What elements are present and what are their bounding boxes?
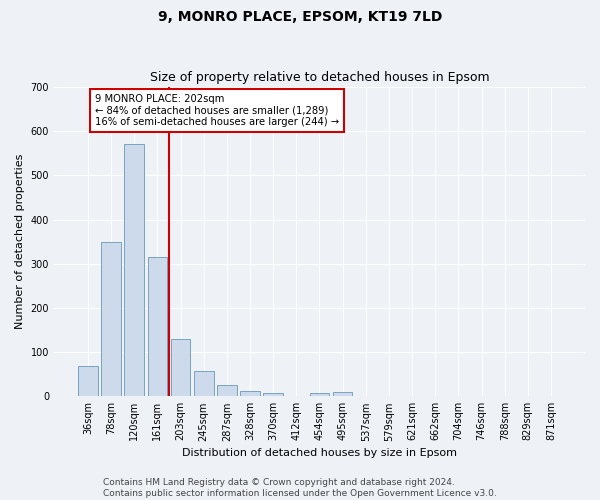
Bar [170,339,190,396]
Text: Contains HM Land Registry data © Crown copyright and database right 2024.
Contai: Contains HM Land Registry data © Crown c… [103,478,497,498]
Bar [310,393,329,396]
Bar [263,393,283,396]
Bar [148,257,167,396]
Title: Size of property relative to detached houses in Epsom: Size of property relative to detached ho… [149,72,489,85]
Y-axis label: Number of detached properties: Number of detached properties [15,154,25,330]
Bar [333,392,352,396]
Bar [194,371,214,396]
Bar [124,144,144,396]
X-axis label: Distribution of detached houses by size in Epsom: Distribution of detached houses by size … [182,448,457,458]
Bar [101,242,121,396]
Bar [240,390,260,396]
Bar [217,386,236,396]
Bar [78,366,98,396]
Text: 9, MONRO PLACE, EPSOM, KT19 7LD: 9, MONRO PLACE, EPSOM, KT19 7LD [158,10,442,24]
Text: 9 MONRO PLACE: 202sqm
← 84% of detached houses are smaller (1,289)
16% of semi-d: 9 MONRO PLACE: 202sqm ← 84% of detached … [95,94,339,127]
